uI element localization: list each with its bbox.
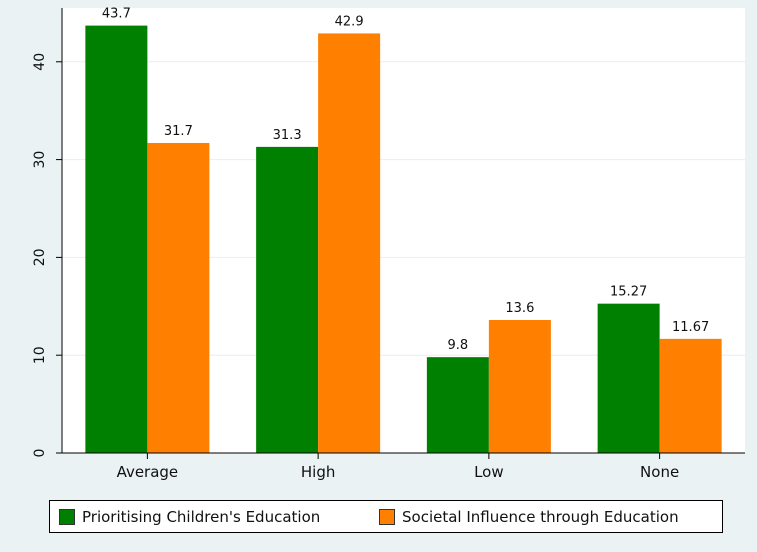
y-tick-label: 40	[32, 53, 48, 71]
data-label: 31.7	[164, 124, 193, 139]
data-labels: 43.7 31.7 31.3 42.9 9.8 13.6 15.27 11.67	[102, 7, 709, 354]
legend-item-prioritising: Prioritising Children's Education	[59, 508, 321, 526]
y-tick-label: 20	[32, 248, 48, 266]
x-tick-label: Average	[117, 463, 179, 481]
y-ticks: 0 10 20 30 40	[32, 53, 62, 458]
data-label: 9.8	[448, 338, 469, 353]
legend-swatch-orange	[379, 509, 395, 525]
x-tick-label: None	[640, 463, 679, 481]
bar	[488, 319, 551, 453]
data-label: 15.27	[610, 285, 647, 300]
data-label: 13.6	[505, 301, 534, 316]
legend-swatch-green	[59, 509, 75, 525]
bar	[659, 338, 722, 453]
legend-item-societal: Societal Influence through Education	[379, 508, 679, 526]
bar	[85, 25, 148, 453]
legend: Prioritising Children's Education Societ…	[49, 500, 723, 533]
bar	[147, 142, 210, 453]
y-tick-label: 10	[32, 346, 48, 364]
bars	[85, 25, 722, 454]
bar	[426, 357, 489, 453]
data-label: 31.3	[273, 128, 302, 143]
data-label: 43.7	[102, 7, 131, 22]
x-tick-label: Low	[474, 463, 504, 481]
data-label: 42.9	[335, 14, 364, 29]
y-tick-label: 0	[32, 449, 48, 458]
legend-label: Societal Influence through Education	[402, 508, 679, 526]
bar	[256, 146, 319, 453]
bar	[597, 303, 660, 453]
bar	[318, 33, 381, 454]
legend-label: Prioritising Children's Education	[82, 508, 321, 526]
x-tick-label: High	[301, 463, 335, 481]
axes	[61, 8, 745, 454]
data-label: 11.67	[672, 320, 709, 335]
y-tick-label: 30	[32, 151, 48, 169]
x-ticks: Average High Low None	[117, 453, 679, 481]
